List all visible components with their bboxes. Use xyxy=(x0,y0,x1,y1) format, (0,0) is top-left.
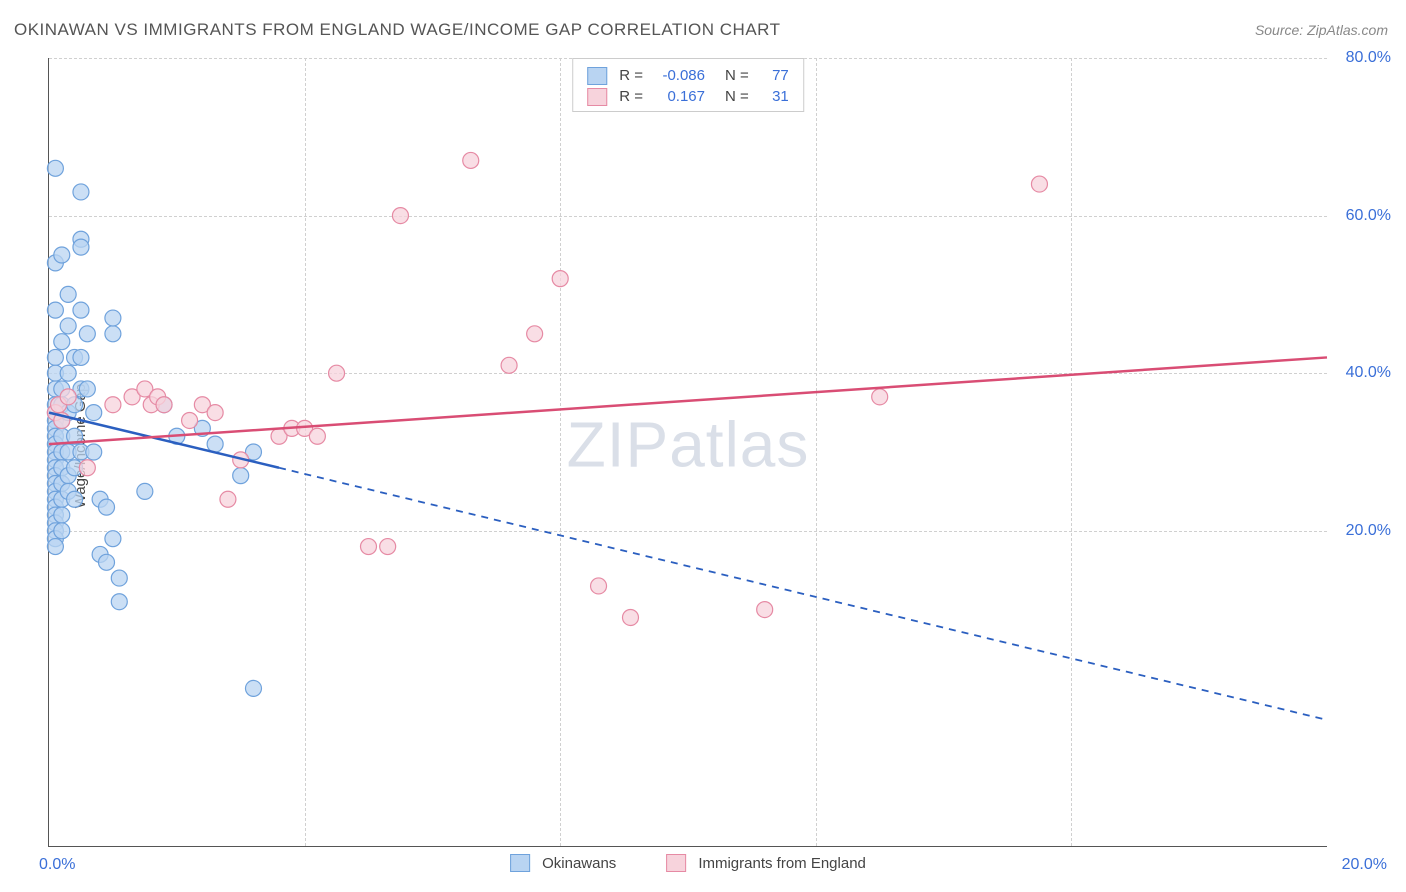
stats-legend: R = -0.086 N = 77 R = 0.167 N = 31 xyxy=(572,58,804,112)
data-point xyxy=(220,491,236,507)
data-point xyxy=(207,436,223,452)
trend-line-extrapolated xyxy=(279,468,1327,720)
data-point xyxy=(361,539,377,555)
data-point xyxy=(156,397,172,413)
data-point xyxy=(182,412,198,428)
stat-n-label: N = xyxy=(725,86,749,107)
source-label: Source: ZipAtlas.com xyxy=(1255,22,1388,38)
data-point xyxy=(86,405,102,421)
swatch-series-1 xyxy=(510,854,530,872)
data-point xyxy=(105,326,121,342)
swatch-series-1 xyxy=(587,67,607,85)
data-point xyxy=(54,334,70,350)
data-point xyxy=(79,326,95,342)
data-point xyxy=(54,247,70,263)
data-point xyxy=(552,271,568,287)
y-tick-label: 20.0% xyxy=(1346,522,1391,540)
data-point xyxy=(99,499,115,515)
data-point xyxy=(872,389,888,405)
stat-n-label: N = xyxy=(725,65,749,86)
x-tick-min: 0.0% xyxy=(39,856,75,874)
data-point xyxy=(47,349,63,365)
data-point xyxy=(79,381,95,397)
stat-r-value-2: 0.167 xyxy=(655,86,705,107)
y-tick-label: 60.0% xyxy=(1346,207,1391,225)
data-point xyxy=(54,523,70,539)
stat-r-label: R = xyxy=(619,86,643,107)
stat-n-value-1: 77 xyxy=(761,65,789,86)
data-point xyxy=(591,578,607,594)
data-point xyxy=(380,539,396,555)
chart-container: OKINAWAN VS IMMIGRANTS FROM ENGLAND WAGE… xyxy=(0,0,1406,892)
data-point xyxy=(757,602,773,618)
data-point xyxy=(527,326,543,342)
stat-n-value-2: 31 xyxy=(761,86,789,107)
data-point xyxy=(73,349,89,365)
data-point xyxy=(105,531,121,547)
legend-label-2: Immigrants from England xyxy=(698,855,866,872)
y-tick-label: 80.0% xyxy=(1346,49,1391,67)
y-tick-label: 40.0% xyxy=(1346,364,1391,382)
swatch-series-2 xyxy=(587,88,607,106)
data-point xyxy=(99,554,115,570)
data-point xyxy=(137,483,153,499)
data-point xyxy=(47,160,63,176)
trend-line xyxy=(49,357,1327,444)
data-point xyxy=(233,468,249,484)
data-point xyxy=(86,444,102,460)
data-point xyxy=(60,318,76,334)
data-point xyxy=(105,310,121,326)
chart-title: OKINAWAN VS IMMIGRANTS FROM ENGLAND WAGE… xyxy=(14,20,781,40)
data-point xyxy=(47,302,63,318)
data-point xyxy=(79,460,95,476)
stat-r-label: R = xyxy=(619,65,643,86)
data-point xyxy=(501,357,517,373)
data-point xyxy=(329,365,345,381)
plot-area: ZIPatlas 20.0%40.0%60.0%80.0% 0.0% 20.0%… xyxy=(48,58,1327,847)
data-point xyxy=(1031,176,1047,192)
bottom-legend: Okinawans Immigrants from England xyxy=(510,854,866,872)
data-point xyxy=(111,570,127,586)
data-point xyxy=(622,609,638,625)
data-point xyxy=(73,302,89,318)
data-point xyxy=(60,389,76,405)
stats-row-series-2: R = 0.167 N = 31 xyxy=(587,86,789,107)
data-point xyxy=(73,239,89,255)
stat-r-value-1: -0.086 xyxy=(655,65,705,86)
legend-item-1: Okinawans xyxy=(510,854,616,872)
data-point xyxy=(73,184,89,200)
stats-row-series-1: R = -0.086 N = 77 xyxy=(587,65,789,86)
scatter-svg xyxy=(49,58,1327,846)
swatch-series-2 xyxy=(666,854,686,872)
data-point xyxy=(60,286,76,302)
data-point xyxy=(54,507,70,523)
data-point xyxy=(67,491,83,507)
x-tick-max: 20.0% xyxy=(1342,856,1387,874)
data-point xyxy=(60,365,76,381)
legend-item-2: Immigrants from England xyxy=(666,854,866,872)
data-point xyxy=(47,539,63,555)
legend-label-1: Okinawans xyxy=(542,855,616,872)
data-point xyxy=(207,405,223,421)
data-point xyxy=(105,397,121,413)
data-point xyxy=(463,152,479,168)
data-point xyxy=(309,428,325,444)
data-point xyxy=(111,594,127,610)
data-point xyxy=(245,680,261,696)
data-point xyxy=(392,208,408,224)
